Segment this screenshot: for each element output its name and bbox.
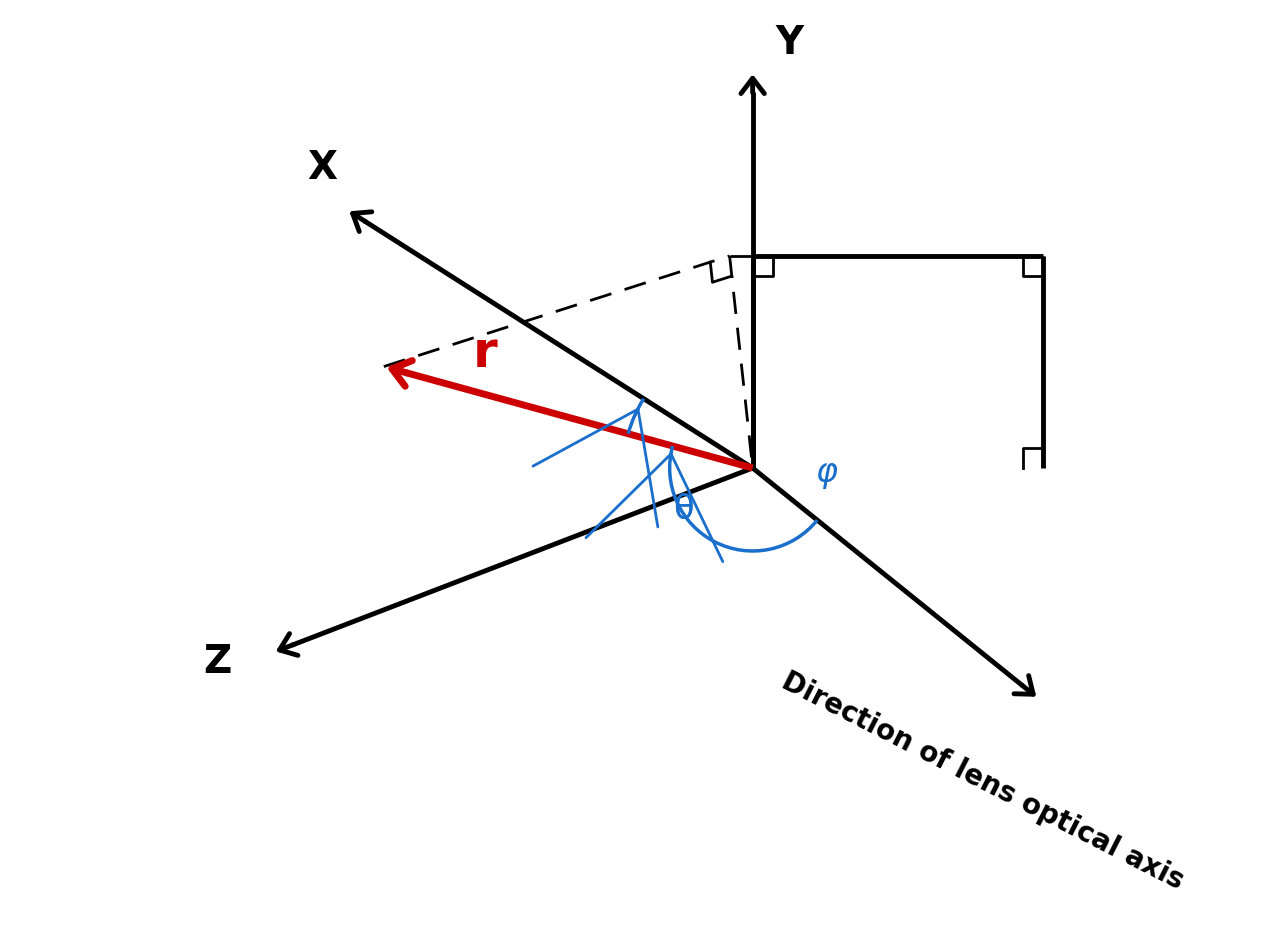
Text: θ: θ bbox=[673, 493, 693, 526]
Text: φ: φ bbox=[815, 456, 837, 490]
Text: X: X bbox=[308, 149, 338, 187]
Text: θ: θ bbox=[673, 493, 693, 526]
Text: r: r bbox=[473, 329, 498, 376]
Text: Direction of lens optical axis: Direction of lens optical axis bbox=[778, 667, 1189, 896]
Text: Z: Z bbox=[203, 643, 231, 680]
Text: Y: Y bbox=[776, 24, 804, 63]
